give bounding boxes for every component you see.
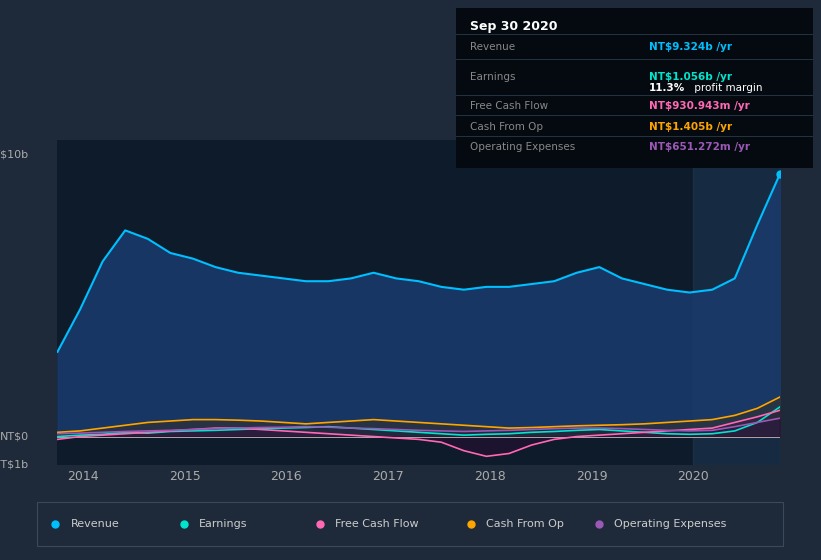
Text: NT$651.272m /yr: NT$651.272m /yr: [649, 142, 750, 152]
FancyBboxPatch shape: [37, 502, 783, 547]
Text: 11.3%: 11.3%: [649, 83, 685, 93]
Text: Cash From Op: Cash From Op: [486, 519, 564, 529]
Text: Earnings: Earnings: [470, 72, 516, 82]
Text: NT$0: NT$0: [0, 432, 29, 441]
Text: Revenue: Revenue: [71, 519, 119, 529]
Text: Operating Expenses: Operating Expenses: [614, 519, 727, 529]
Text: NT$9.324b /yr: NT$9.324b /yr: [649, 41, 732, 52]
Text: Revenue: Revenue: [470, 41, 515, 52]
Text: NT$1.405b /yr: NT$1.405b /yr: [649, 122, 732, 132]
Text: Earnings: Earnings: [199, 519, 247, 529]
Text: NT$1.056b /yr: NT$1.056b /yr: [649, 72, 732, 82]
Text: NT$10b: NT$10b: [0, 149, 29, 159]
Text: Operating Expenses: Operating Expenses: [470, 142, 576, 152]
Bar: [694, 140, 780, 465]
Text: Cash From Op: Cash From Op: [470, 122, 543, 132]
Text: -NT$1b: -NT$1b: [0, 460, 29, 470]
Text: Free Cash Flow: Free Cash Flow: [470, 101, 548, 111]
Text: Free Cash Flow: Free Cash Flow: [335, 519, 419, 529]
Text: profit margin: profit margin: [691, 83, 763, 93]
Text: Sep 30 2020: Sep 30 2020: [470, 20, 557, 32]
Text: NT$930.943m /yr: NT$930.943m /yr: [649, 101, 750, 111]
